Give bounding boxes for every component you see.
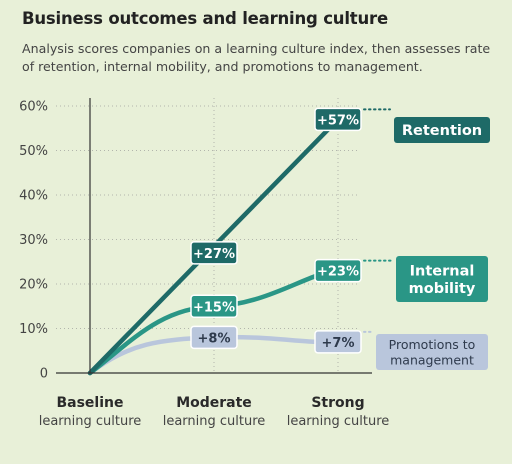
y-tick-label: 10% [19, 322, 48, 337]
data-label-bg [190, 325, 238, 350]
data-label: +57% [317, 113, 359, 128]
legend-label: Promotions to [389, 337, 476, 352]
legend-box-retention [394, 117, 490, 143]
y-tick-label: 0 [40, 367, 48, 382]
x-tick-sublabel: learning culture [163, 414, 266, 429]
data-label: +8% [198, 331, 231, 346]
x-tick-sublabel: learning culture [287, 414, 390, 429]
x-tick-label: Strong [311, 395, 364, 411]
y-tick-label: 60% [19, 100, 48, 115]
x-tick-label: Moderate [176, 395, 252, 411]
data-label-bg [190, 294, 238, 318]
data-label: +27% [193, 247, 235, 262]
y-tick-label: 30% [19, 233, 48, 248]
chart-title: Business outcomes and learning culture [22, 9, 388, 28]
legend-label: Internal [410, 263, 475, 279]
x-tick-sublabel: learning culture [39, 414, 142, 429]
data-label-bg [314, 258, 362, 283]
legend-label: mobility [409, 281, 476, 297]
legend-label: management [390, 352, 474, 367]
data-label: +7% [322, 336, 355, 351]
y-tick-label: 20% [19, 278, 48, 293]
chart-subtitle: Analysis scores companies on a learning … [22, 41, 491, 74]
data-label: +15% [193, 300, 235, 315]
y-tick-label: 40% [19, 189, 48, 204]
data-label: +23% [317, 265, 359, 280]
legend-label: Retention [402, 123, 482, 139]
y-tick-label: 50% [19, 144, 48, 159]
data-label-bg [314, 330, 362, 354]
data-label-bg [314, 107, 362, 132]
x-tick-label: Baseline [56, 395, 123, 411]
data-label-bg [190, 241, 238, 265]
legend-box-promotions [376, 334, 488, 370]
legend-box-internal_mobility [396, 256, 488, 302]
